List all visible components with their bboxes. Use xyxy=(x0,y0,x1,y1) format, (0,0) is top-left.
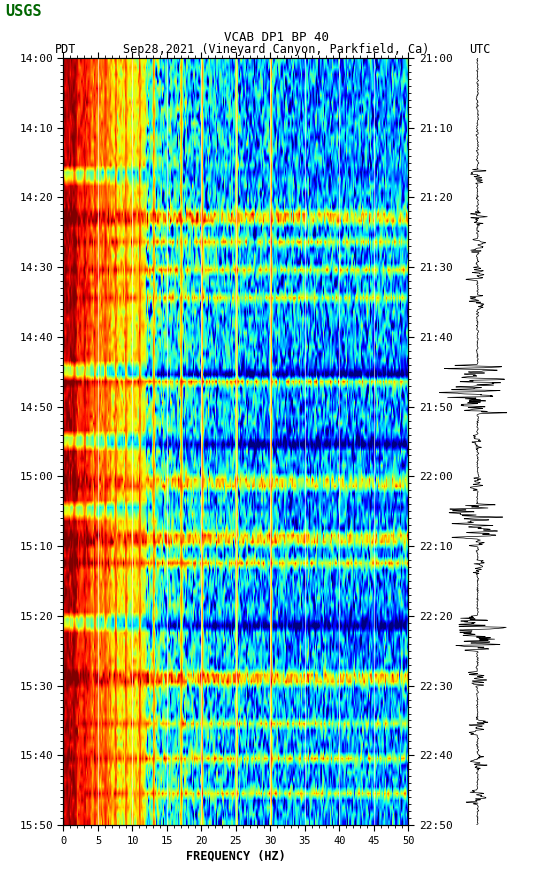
Text: PDT: PDT xyxy=(55,43,77,56)
Text: VCAB DP1 BP 40: VCAB DP1 BP 40 xyxy=(224,31,328,45)
Text: USGS: USGS xyxy=(6,4,42,20)
X-axis label: FREQUENCY (HZ): FREQUENCY (HZ) xyxy=(186,850,286,863)
Text: UTC: UTC xyxy=(470,43,491,56)
Text: Sep28,2021 (Vineyard Canyon, Parkfield, Ca): Sep28,2021 (Vineyard Canyon, Parkfield, … xyxy=(123,43,429,56)
